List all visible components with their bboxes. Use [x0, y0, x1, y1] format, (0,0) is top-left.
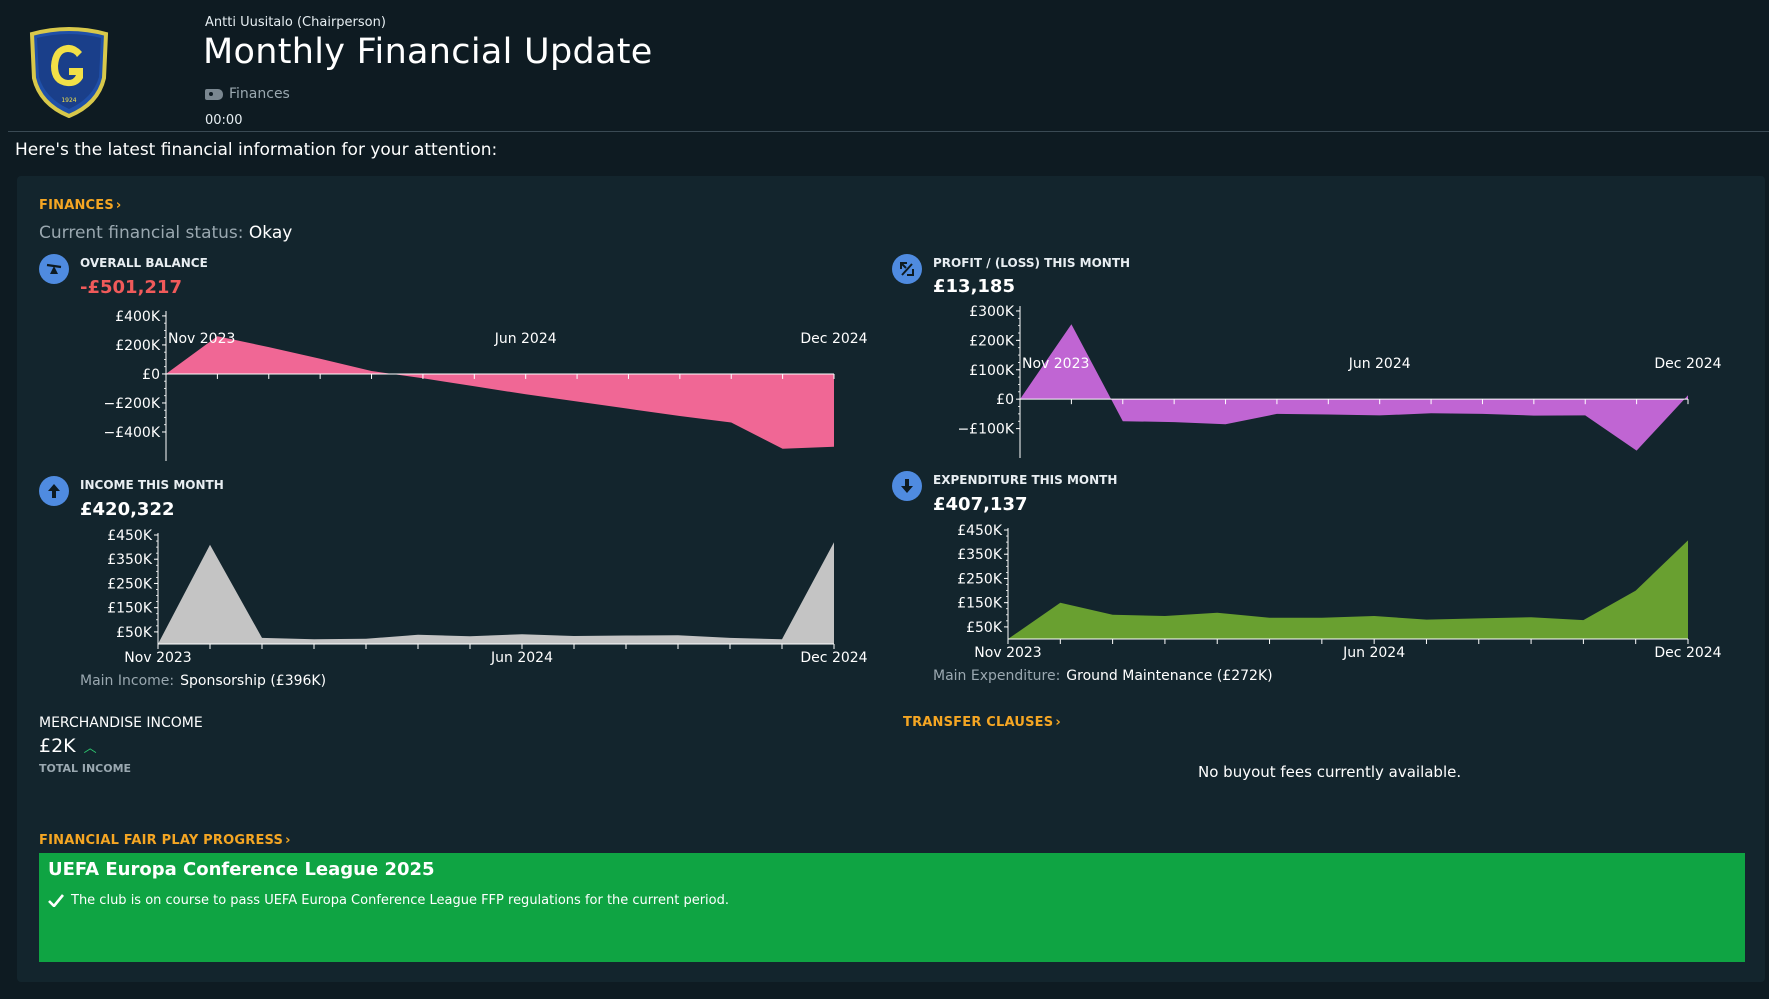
tag-label: Finances [229, 86, 290, 102]
message-tag: Finances [205, 86, 290, 102]
chevron-right-icon: › [115, 198, 122, 213]
main-expenditure: Main Expenditure: Ground Maintenance (£27… [933, 668, 1273, 684]
balance-x-tick-label: Dec 2024 [800, 331, 867, 347]
expenditure-y-tick-label: £150K [957, 596, 1003, 612]
profit-label: PROFIT / (LOSS) THIS MONTH [933, 256, 1131, 270]
expenditure-x-tick-label: Nov 2023 [974, 645, 1041, 661]
chevron-right-icon: › [1055, 715, 1061, 730]
expenditure-y-tick-label: £450K [957, 523, 1003, 539]
income-y-tick-label: £450K [107, 528, 153, 544]
expenditure-y-tick-label: £350K [957, 547, 1003, 563]
income-area [158, 542, 834, 644]
balance-x-tick-label: Nov 2023 [168, 331, 235, 347]
balance-chart[interactable]: £400K £200K £0 −£200K −£400K Nov 2023 Jun 2024… [90, 305, 880, 465]
arrow-up-icon [39, 476, 69, 506]
ffp-progress-label: FINANCIAL FAIR PLAY PROGRESS [39, 833, 284, 848]
balance-y-tick-label: −£400K [103, 425, 160, 441]
balance-area [166, 336, 834, 449]
balance-x-tick-label: Jun 2024 [494, 331, 557, 347]
balance-label: OVERALL BALANCE [80, 256, 208, 270]
main-income: Main Income: Sponsorship (£396K) [80, 673, 326, 689]
profit-y-tick-label: −£100K [957, 422, 1014, 438]
expenditure-value: £407,137 [933, 494, 1028, 515]
balance-y-tick-label: £400K [115, 309, 161, 325]
arrow-down-icon [892, 471, 922, 501]
expenditure-x-tick-label: Jun 2024 [1342, 645, 1405, 661]
profit-y-tick-label: £300K [969, 304, 1015, 320]
balance-y-tick-label: £0 [142, 367, 160, 383]
financial-status: Current financial status: Okay [39, 223, 292, 243]
profit-x-tick-label: Jun 2024 [1348, 356, 1411, 372]
income-y-tick-label: £250K [107, 576, 153, 592]
expenditure-area [1008, 540, 1688, 639]
ffp-status-text: The club is on course to pass UEFA Europ… [71, 893, 729, 908]
profit-loss-icon [892, 254, 922, 284]
finances-link[interactable]: FINANCES › [39, 198, 121, 213]
profit-x-tick-label: Nov 2023 [1022, 356, 1089, 372]
profit-y-tick-label: £100K [969, 363, 1015, 379]
merchandise-sub: TOTAL INCOME [39, 762, 132, 775]
main-expenditure-value: Ground Maintenance (£272K) [1066, 668, 1273, 684]
income-y-tick-label: £50K [116, 625, 153, 641]
club-crest-logo: 1924 [29, 27, 109, 118]
profit-y-tick-label: £200K [969, 333, 1015, 349]
tag-icon [205, 88, 223, 100]
balance-value: -£501,217 [80, 277, 182, 298]
profit-value: £13,185 [933, 276, 1015, 297]
income-x-tick-label: Jun 2024 [490, 650, 553, 666]
main-income-label: Main Income: [80, 673, 175, 689]
profit-x-tick-label: Dec 2024 [1654, 356, 1721, 372]
message-time: 00:00 [205, 113, 243, 128]
finances-panel [17, 176, 1765, 982]
page-title: Monthly Financial Update [203, 32, 653, 72]
up-chevron-icon: ︿ [83, 741, 97, 756]
sender-name[interactable]: Antti Uusitalo (Chairperson) [205, 15, 386, 30]
header-divider [8, 131, 1769, 132]
expenditure-y-tick-label: £250K [957, 571, 1003, 587]
income-label: INCOME THIS MONTH [80, 478, 224, 492]
message-header: 1924 Antti Uusitalo (Chairperson) Monthl… [0, 0, 1769, 132]
profit-area [1020, 324, 1688, 451]
income-value: £420,322 [80, 499, 175, 520]
ffp-status-box: UEFA Europa Conference League 2025 The c… [39, 853, 1745, 962]
profit-chart[interactable]: £300K £200K £100K £0 −£100K Nov 2023 Jun 2024 D… [940, 300, 1730, 465]
income-x-tick-label: Nov 2023 [124, 650, 191, 666]
ffp-competition: UEFA Europa Conference League 2025 [48, 859, 435, 880]
expenditure-y-tick-label: £50K [966, 620, 1003, 636]
main-expenditure-label: Main Expenditure: [933, 668, 1061, 684]
status-value: Okay [248, 223, 293, 243]
income-x-tick-label: Dec 2024 [800, 650, 867, 666]
merchandise-value: £2K ︿ [39, 735, 97, 757]
transfer-clauses-link[interactable]: TRANSFER CLAUSES › [903, 715, 1061, 730]
main-income-value: Sponsorship (£396K) [180, 673, 327, 689]
ffp-status: The club is on course to pass UEFA Europ… [48, 893, 729, 908]
no-buyout-fees-text: No buyout fees currently available. [1198, 763, 1462, 781]
transfer-clauses-label: TRANSFER CLAUSES [903, 715, 1054, 730]
income-y-tick-label: £150K [107, 601, 153, 617]
balance-y-tick-label: −£200K [103, 396, 160, 412]
svg-text:1924: 1924 [61, 97, 76, 104]
balance-y-tick-label: £200K [115, 338, 161, 354]
merchandise-amount: £2K [39, 735, 76, 757]
check-icon [48, 894, 64, 907]
finances-link-label: FINANCES [39, 198, 114, 213]
merchandise-title: MERCHANDISE INCOME [39, 715, 203, 731]
income-chart[interactable]: £450K £350K £250K £150K £50K Nov 2023 Jun 2024… [90, 525, 880, 670]
chevron-right-icon: › [285, 833, 291, 848]
expenditure-x-tick-label: Dec 2024 [1654, 645, 1721, 661]
expenditure-label: EXPENDITURE THIS MONTH [933, 473, 1118, 487]
profit-y-tick-label: £0 [996, 392, 1014, 408]
status-label: Current financial status: [39, 223, 244, 243]
ffp-progress-link[interactable]: FINANCIAL FAIR PLAY PROGRESS › [39, 833, 291, 848]
income-y-tick-label: £350K [107, 552, 153, 568]
intro-text: Here's the latest financial information … [15, 140, 498, 160]
balance-scale-icon [39, 254, 69, 284]
expenditure-chart[interactable]: £450K £350K £250K £150K £50K Nov 2023 Jun 2024… [940, 520, 1730, 665]
